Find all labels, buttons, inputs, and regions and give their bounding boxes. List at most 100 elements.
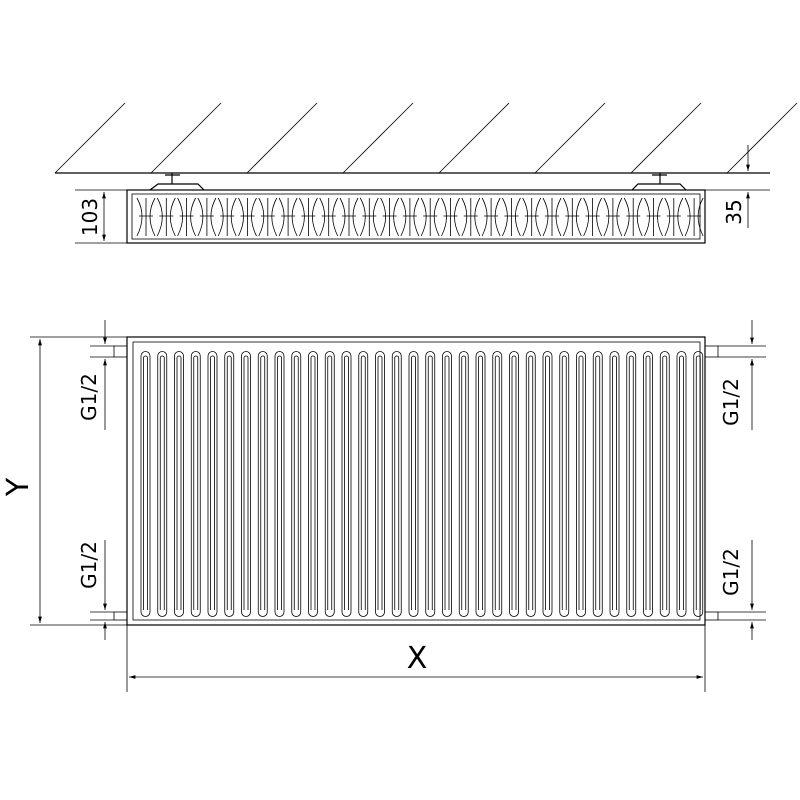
convector-fin xyxy=(623,197,643,237)
convector-fin xyxy=(319,197,339,237)
convector-fin xyxy=(603,197,623,237)
hatch-line xyxy=(342,102,414,174)
radiator-fin-inner xyxy=(545,355,550,610)
radiator-fin xyxy=(375,351,385,617)
radiator-fin-inner xyxy=(210,355,215,610)
radiator-fin xyxy=(358,351,369,617)
radiator-fin xyxy=(542,351,553,617)
radiator-fin-inner xyxy=(411,355,416,610)
radiator-fin-inner xyxy=(561,355,567,610)
radiator-fin-inner xyxy=(578,355,584,610)
convector-fin xyxy=(339,197,359,237)
height-dimension: Y xyxy=(1,336,127,626)
convector-fin xyxy=(502,197,521,237)
convector-fin xyxy=(156,197,176,237)
convector-fin xyxy=(177,197,196,237)
wall-bracket-left xyxy=(149,173,205,191)
depth-dimension: 103 xyxy=(75,189,127,244)
radiator-fin-inner xyxy=(344,355,349,610)
convector-fin xyxy=(522,197,542,237)
hatch-line xyxy=(54,102,126,174)
radiator-fin xyxy=(643,351,653,617)
radiator-fin-inner xyxy=(310,355,316,610)
radiator-fin-inner xyxy=(628,355,634,610)
radiator-fin xyxy=(592,351,603,617)
radiator-fin xyxy=(257,351,268,617)
convector-fin xyxy=(278,197,298,237)
wall-gap-dimension: 35 xyxy=(705,145,770,228)
radiator-fin-inner xyxy=(193,355,199,610)
radiator-fin xyxy=(174,351,184,617)
convector-fin xyxy=(136,197,156,237)
width-dimension: X xyxy=(126,625,706,692)
convector-fin xyxy=(238,197,257,237)
convector-fin xyxy=(441,197,460,237)
radiator-fin xyxy=(140,351,151,617)
front-view-radiator xyxy=(113,336,719,626)
radiator-fin-inner xyxy=(511,355,517,610)
radiator-fin-inner xyxy=(494,355,500,610)
radiator-fin xyxy=(458,351,469,617)
connection-label-top-left: G1/2 xyxy=(77,373,101,421)
height-label: Y xyxy=(1,477,36,497)
convector-fin xyxy=(359,197,379,237)
connection-label-top-right: G1/2 xyxy=(719,378,743,426)
radiator-fin xyxy=(224,351,235,617)
pipe-connection-bottom-left xyxy=(113,611,128,621)
radiator-fin-inner xyxy=(528,355,534,610)
radiator-fin xyxy=(341,351,352,617)
radiator-fin-inner xyxy=(394,355,400,610)
radiator-fin-inner xyxy=(159,355,165,610)
radiator-fin-inner xyxy=(662,355,668,610)
top-view-radiator xyxy=(126,173,706,244)
radiator-fin xyxy=(324,351,335,617)
connection-label-bottom-left: G1/2 xyxy=(77,541,101,589)
radiator-fin xyxy=(676,351,687,617)
pipe-connection-bottom-right xyxy=(704,611,719,621)
radiator-fin xyxy=(207,351,218,617)
width-label: X xyxy=(407,641,428,676)
wall-hatching xyxy=(54,102,798,174)
radiator-fin xyxy=(609,351,620,617)
radiator-fin-inner xyxy=(478,355,483,610)
convector-fin xyxy=(420,197,440,237)
convector-fin xyxy=(583,197,602,237)
radiator-fin-inner xyxy=(377,355,383,610)
radiator-fin xyxy=(157,351,168,617)
convector-fin xyxy=(542,197,562,237)
wall-bracket-right xyxy=(631,173,687,191)
radiator-fin-inner xyxy=(360,355,366,610)
radiator-fin-inner xyxy=(427,355,433,610)
radiator-fin-inner xyxy=(176,355,182,610)
hatch-line xyxy=(150,102,222,174)
connection-label-bottom-right: G1/2 xyxy=(719,548,743,596)
radiator-fin xyxy=(442,351,452,617)
convector-fin xyxy=(197,197,217,237)
convector-fin xyxy=(684,197,704,237)
radiator-fin xyxy=(492,351,503,617)
convector-fin xyxy=(562,197,582,237)
convector-fin xyxy=(664,197,684,237)
radiator-fin xyxy=(626,351,637,617)
pipe-connection-top-left xyxy=(113,345,128,358)
convector-fin xyxy=(461,197,481,237)
radiator-fin-inner xyxy=(327,355,333,610)
wall-gap-label: 35 xyxy=(722,199,746,224)
radiator-fin xyxy=(408,351,419,617)
hatch-line xyxy=(534,102,606,174)
convector-fin xyxy=(380,197,399,237)
radiator-fin-inner xyxy=(260,355,266,610)
convector-fin xyxy=(481,197,501,237)
radiator-fin-inner xyxy=(679,355,684,610)
radiator-fin xyxy=(659,351,670,617)
radiator-fin-inner xyxy=(461,355,467,610)
radiator-fin xyxy=(525,351,536,617)
radiator-fin-inner xyxy=(143,355,148,610)
radiator-fin-inner xyxy=(645,355,651,610)
radiator-fin xyxy=(559,351,570,617)
radiator-fin-inner xyxy=(243,355,249,610)
hatch-line xyxy=(630,102,702,174)
radiator-fin-inner xyxy=(444,355,450,610)
hatch-line xyxy=(726,102,798,174)
